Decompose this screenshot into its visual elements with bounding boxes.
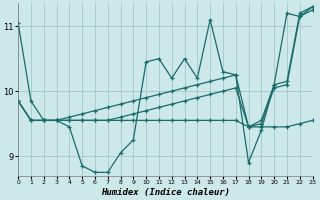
X-axis label: Humidex (Indice chaleur): Humidex (Indice chaleur)	[101, 188, 230, 197]
